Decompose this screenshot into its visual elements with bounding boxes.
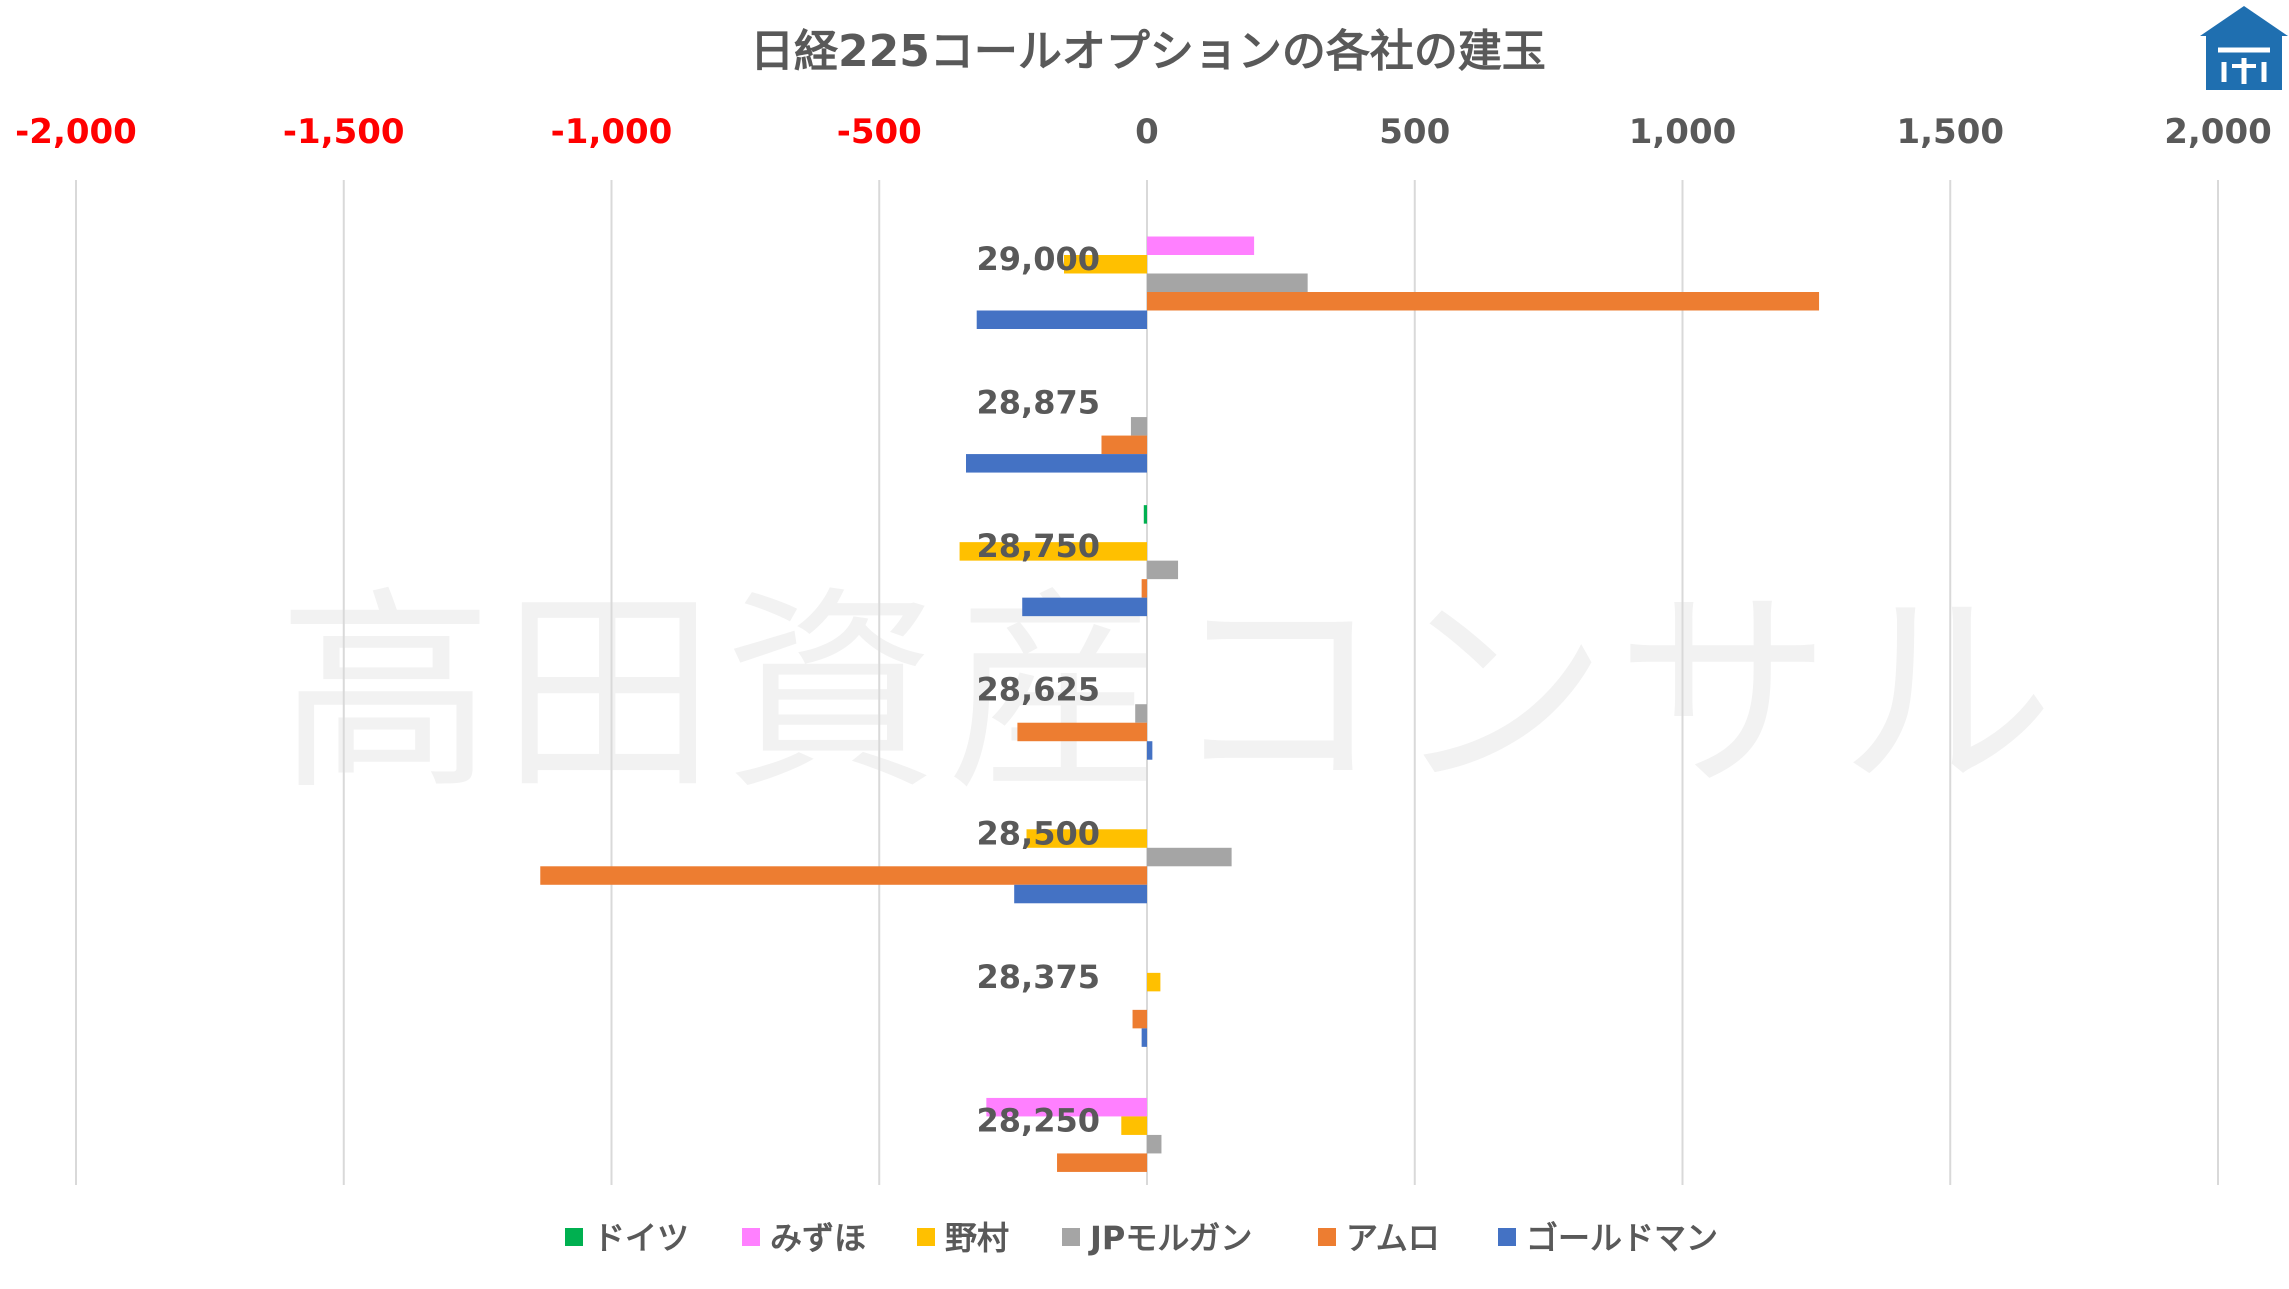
x-tick-label: -1,500 xyxy=(283,112,405,152)
bar-アムロ-28,250 xyxy=(1057,1153,1147,1172)
bar-JPモルガン-28,875 xyxy=(1130,417,1147,436)
x-tick-label: 0 xyxy=(1135,112,1159,152)
bar-JPモルガン-28,750 xyxy=(1147,560,1179,580)
chart-title: 日経225コールオプションの各社の建玉 xyxy=(750,26,1546,77)
legend-swatch xyxy=(1062,1228,1080,1246)
category-label: 28,250 xyxy=(977,1101,1100,1139)
bar-野村-28,500 xyxy=(1026,829,1147,848)
grid-layer xyxy=(75,180,2219,1185)
legend-swatch xyxy=(1318,1228,1336,1246)
bar-JPモルガン-29,000 xyxy=(1147,273,1308,292)
bar-ゴールドマン-28,875 xyxy=(966,454,1147,473)
category-label: 28,500 xyxy=(977,814,1100,852)
bar-野村-28,375 xyxy=(1147,972,1161,992)
bar-アムロ-28,750 xyxy=(1141,579,1147,598)
x-tick-label: 500 xyxy=(1379,112,1450,152)
category-label: 28,625 xyxy=(977,671,1100,709)
x-tick-labels: -2,000 -1,500 -1,000 -500 0 500 1,000 1,500 2,00… xyxy=(15,112,2272,152)
x-tick-label: 1,000 xyxy=(1629,112,1737,152)
legend-swatch xyxy=(917,1228,935,1246)
x-tick-label: 2,000 xyxy=(2164,112,2272,152)
bar-ゴールドマン-28,750 xyxy=(1022,597,1147,617)
bar-ドイツ-28,750 xyxy=(1143,505,1147,524)
bar-ゴールドマン-28,625 xyxy=(1147,741,1153,760)
bar-みずほ-29,000 xyxy=(1147,236,1255,255)
bar-アムロ-29,000 xyxy=(1147,292,1820,311)
logo-icon xyxy=(2200,6,2288,90)
bars-layer xyxy=(540,236,1820,1172)
bar-ゴールドマン-28,375 xyxy=(1141,1028,1147,1047)
legend-label: 野村 xyxy=(945,1219,1009,1257)
legend-label: ゴールドマン xyxy=(1526,1219,1718,1257)
legend: ドイツ みずほ 野村 JPモルガン アムロ ゴールドマン xyxy=(565,1219,1718,1257)
legend-label: JPモルガン xyxy=(1088,1219,1252,1257)
category-label: 29,000 xyxy=(977,240,1100,278)
x-tick-label: -2,000 xyxy=(15,112,137,152)
bar-ゴールドマン-28,500 xyxy=(1014,884,1147,904)
watermark: 高田資産コンサル xyxy=(278,568,2062,819)
legend-swatch xyxy=(565,1228,583,1246)
legend-label: みずほ xyxy=(770,1219,866,1257)
bar-みずほ-28,250 xyxy=(986,1097,1147,1117)
category-labels: 29,000 28,875 28,750 28,625 28,500 28,375 28,2… xyxy=(977,240,1100,1139)
bar-JPモルガン-28,625 xyxy=(1135,704,1147,723)
bar-野村-29,000 xyxy=(1063,255,1147,274)
legend-swatch xyxy=(742,1228,760,1246)
legend-label: ドイツ xyxy=(593,1219,689,1257)
legend-swatch xyxy=(1498,1228,1516,1246)
bar-JPモルガン-28,500 xyxy=(1147,847,1232,867)
legend-label: アムロ xyxy=(1346,1219,1440,1257)
bar-JPモルガン-28,250 xyxy=(1147,1134,1162,1154)
category-label: 28,875 xyxy=(977,384,1100,422)
x-tick-label: -1,000 xyxy=(551,112,673,152)
bar-野村-28,750 xyxy=(959,542,1147,561)
bar-アムロ-28,625 xyxy=(1017,722,1147,742)
bar-ゴールドマン-29,000 xyxy=(976,310,1147,329)
watermark-layer: 高田資産コンサル xyxy=(278,568,2062,819)
x-tick-label: -500 xyxy=(837,112,922,152)
category-label: 28,750 xyxy=(977,527,1100,565)
bar-野村-28,250 xyxy=(1121,1116,1147,1135)
bar-アムロ-28,500 xyxy=(540,866,1147,885)
bar-アムロ-28,875 xyxy=(1101,435,1147,455)
x-tick-label: 1,500 xyxy=(1896,112,2004,152)
category-label: 28,375 xyxy=(977,958,1100,996)
bar-アムロ-28,375 xyxy=(1132,1009,1147,1029)
